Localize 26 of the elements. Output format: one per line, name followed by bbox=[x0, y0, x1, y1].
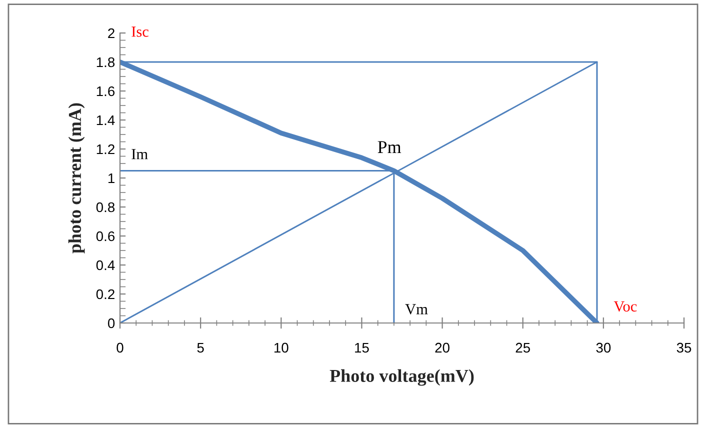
y-tick-label: 0.2 bbox=[96, 289, 114, 300]
y-tick-label: 1.6 bbox=[96, 86, 115, 96]
x-tick-label: 0 bbox=[116, 342, 124, 353]
x-tick-label: 15 bbox=[355, 342, 369, 353]
y-tick-label: 0.8 bbox=[96, 202, 115, 212]
annotation: Voc bbox=[614, 301, 637, 312]
y-tick-label: 1.8 bbox=[96, 57, 115, 68]
x-axis-title: Photo voltage(mV) bbox=[330, 369, 474, 386]
x-tick-label: 5 bbox=[197, 342, 204, 353]
annotation: Pm bbox=[378, 141, 402, 154]
y-tick-label: 1.4 bbox=[96, 115, 115, 126]
x-tick-label: 10 bbox=[274, 342, 288, 353]
x-tick-label: 30 bbox=[596, 342, 611, 353]
y-tick-label: 1 bbox=[108, 173, 114, 184]
x-tick-label: 35 bbox=[676, 342, 692, 353]
annotation: Vm bbox=[405, 304, 428, 314]
y-axis-title: photo current (mA) bbox=[68, 103, 85, 254]
y-tick-label: 0.4 bbox=[96, 260, 115, 270]
x-tick-label: 25 bbox=[516, 342, 530, 353]
y-tick-label: 0 bbox=[108, 318, 115, 328]
y-tick-label: 2 bbox=[108, 28, 114, 38]
annotation: Im bbox=[132, 149, 148, 160]
annotation: Isc bbox=[132, 26, 148, 37]
y-tick-label: 0.6 bbox=[96, 231, 115, 242]
x-tick-label: 20 bbox=[435, 342, 450, 353]
y-tick-label: 1.2 bbox=[96, 144, 114, 154]
